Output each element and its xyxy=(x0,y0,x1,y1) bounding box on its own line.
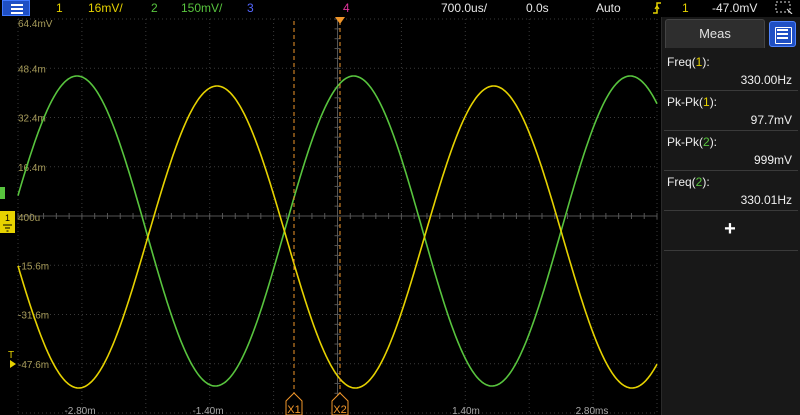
svg-text:1: 1 xyxy=(5,213,10,223)
add-measurement-button[interactable]: + xyxy=(724,218,736,240)
y-axis-label: 400u xyxy=(18,213,40,224)
main-menu-button[interactable] xyxy=(2,0,30,16)
measurement-value: 999mV xyxy=(753,153,792,167)
measurement-pkpk-ch2[interactable]: Pk-Pk(2): 999mV xyxy=(664,131,798,171)
add-measurement-row xyxy=(664,211,798,251)
measurement-label: Pk-Pk(2): xyxy=(667,135,718,149)
ch4-number[interactable]: 4 xyxy=(343,1,350,15)
graticule xyxy=(17,18,658,414)
trigger-position-marker[interactable] xyxy=(335,17,345,24)
measurement-value: 97.7mV xyxy=(750,113,792,127)
measurement-label: Pk-Pk(1): xyxy=(667,95,718,109)
ch1-waveform xyxy=(17,85,658,389)
cursor-x1-tag[interactable]: X1 xyxy=(285,392,303,415)
ch1-ground-marker[interactable]: 1 xyxy=(0,211,15,233)
y-axis-label: 16.4m xyxy=(18,163,46,174)
measurements-panel: Meas Freq(1): 330.00Hz Pk-Pk(1): 97.7mV … xyxy=(661,17,800,415)
measurement-pkpk-ch1[interactable]: Pk-Pk(1): 97.7mV xyxy=(664,91,798,131)
trigger-level[interactable]: -47.0mV xyxy=(712,1,758,15)
y-axis-labels: 64.4mV48.4m32.4m16.4m400u-15.6m-31.6m-47… xyxy=(18,19,53,371)
trigger-mode[interactable]: Auto xyxy=(596,1,621,15)
tab-meas[interactable]: Meas xyxy=(665,19,765,48)
measurement-freq-ch2[interactable]: Freq(2): 330.01Hz xyxy=(664,171,798,211)
panel-tabs: Meas xyxy=(662,19,800,48)
x-axis-label: -2.80m xyxy=(64,406,95,415)
measurement-value: 330.00Hz xyxy=(740,73,792,87)
y-axis-label: 48.4m xyxy=(18,64,46,75)
ch2-number[interactable]: 2 xyxy=(151,1,158,15)
x-axis-label: 1.40m xyxy=(452,406,480,415)
trigger-channel[interactable]: 1 xyxy=(682,1,689,15)
status-bar: 1 16mV/ 2 150mV/ 3 4 700.0us/ 0.0s Auto … xyxy=(0,0,800,17)
ch1-scale[interactable]: 16mV/ xyxy=(88,1,123,15)
x-axis-labels: -2.80m -1.40m 1.40m 2.80ms xyxy=(64,406,608,415)
y-axis-label: -47.6m xyxy=(18,360,49,371)
y-axis-label: -15.6m xyxy=(18,261,49,272)
selection-box-icon[interactable] xyxy=(775,1,793,14)
measurement-value: 330.01Hz xyxy=(740,193,792,207)
ch3-number[interactable]: 3 xyxy=(247,1,254,15)
ch2-scale[interactable]: 150mV/ xyxy=(181,1,223,15)
y-axis-label: 32.4m xyxy=(18,114,46,125)
y-axis-label: 64.4mV xyxy=(18,19,53,30)
timebase-scale[interactable]: 700.0us/ xyxy=(441,1,488,15)
measurement-label: Freq(1): xyxy=(667,55,710,69)
time-delay[interactable]: 0.0s xyxy=(526,1,549,15)
x-axis-label: -1.40m xyxy=(192,406,223,415)
measurement-freq-ch1[interactable]: Freq(1): 330.00Hz xyxy=(664,51,798,91)
trigger-edge-icon xyxy=(653,2,661,14)
svg-text:X1: X1 xyxy=(287,404,300,415)
waveform-display[interactable]: 64.4mV48.4m32.4m16.4m400u-15.6m-31.6m-47… xyxy=(0,17,660,415)
measurement-label: Freq(2): xyxy=(667,175,710,189)
panel-list-icon[interactable] xyxy=(769,21,796,47)
svg-text:X2: X2 xyxy=(333,404,346,415)
cursor-x2-tag[interactable]: X2 xyxy=(331,392,349,415)
ch2-ground-marker[interactable] xyxy=(0,187,5,199)
svg-text:T: T xyxy=(8,350,14,361)
x-axis-label: 2.80ms xyxy=(576,406,609,415)
ch1-number[interactable]: 1 xyxy=(56,1,63,15)
trigger-level-marker[interactable]: T xyxy=(8,350,16,368)
ch2-waveform xyxy=(17,75,658,387)
